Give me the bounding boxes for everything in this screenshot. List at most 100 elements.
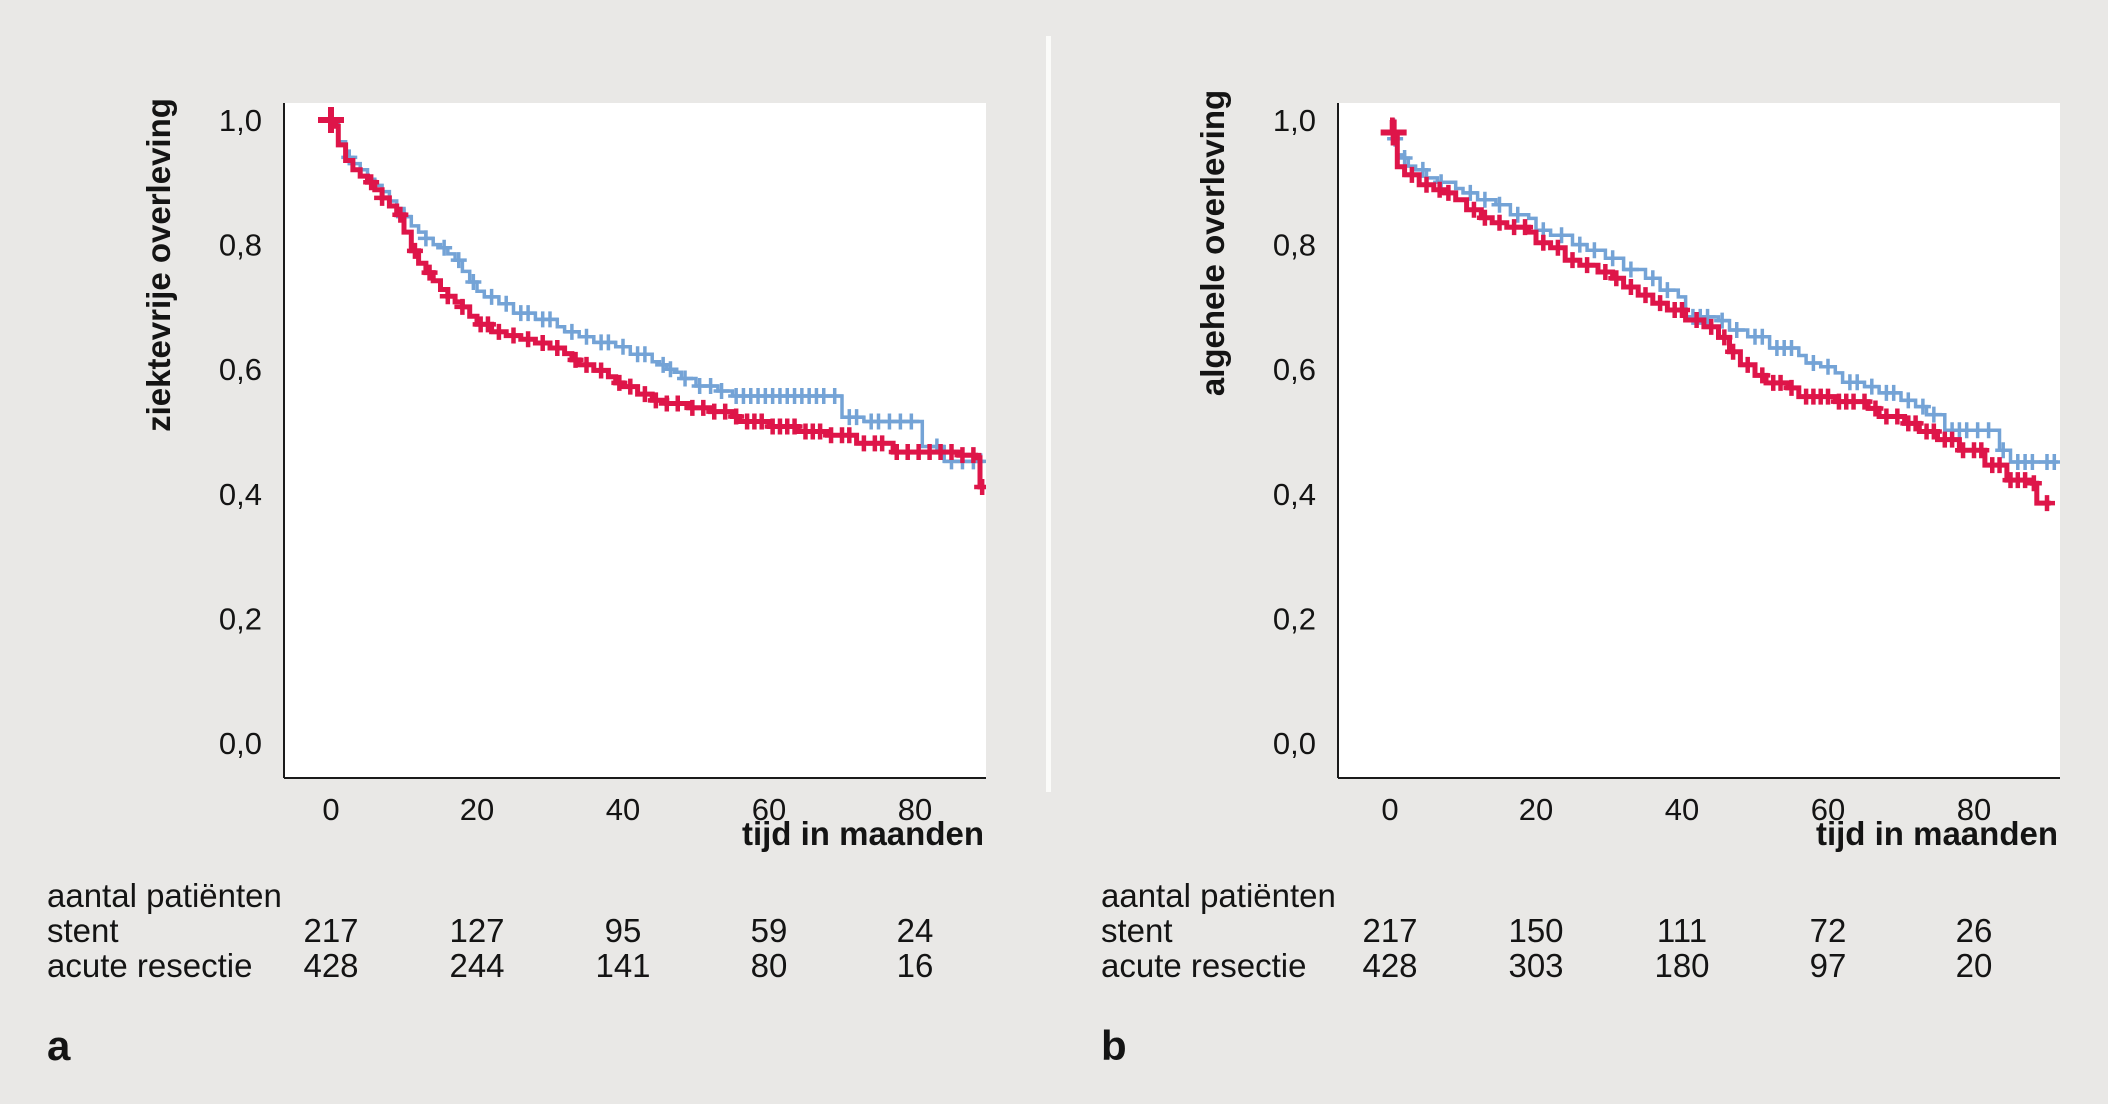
censor-mark <box>1889 408 1906 425</box>
series-label-stent: stent <box>1101 912 1173 949</box>
censor-mark <box>454 298 471 315</box>
at-risk-value: 217 <box>303 912 358 949</box>
censor-mark <box>1900 392 1917 409</box>
y-tick-label: 0,4 <box>219 477 262 512</box>
censor-mark <box>1465 201 1482 218</box>
y-tick-label: 0,8 <box>219 228 262 263</box>
censor-mark <box>1418 176 1435 193</box>
censor-mark <box>647 392 664 409</box>
km-panel-a: ziektevrije overleving tijd in maanden 0… <box>47 98 986 1069</box>
at-risk-value: 428 <box>303 947 358 984</box>
x-tick-label: 0 <box>322 792 339 827</box>
censor-mark <box>615 338 631 355</box>
censor-mark <box>542 311 558 328</box>
y-tick-label: 1,0 <box>219 103 262 138</box>
y-tick-label: 0,2 <box>219 601 262 636</box>
x-tick-label: 60 <box>1811 792 1845 827</box>
series-label-acute-resectie: acute resectie <box>1101 947 1306 984</box>
censor-mark <box>786 418 803 435</box>
censor-mark <box>483 288 500 305</box>
censor-mark <box>1991 457 2008 474</box>
censor-mark <box>1714 312 1731 329</box>
censor-mark <box>1699 308 1716 325</box>
at-risk-value: 180 <box>1654 947 1709 984</box>
y-axis-title: algehele overleving <box>1194 90 1231 396</box>
censor-mark <box>1856 393 1873 410</box>
censor-mark <box>567 351 584 368</box>
censor-mark <box>1783 340 1800 357</box>
censor-mark <box>593 362 610 379</box>
y-tick-label: 0,0 <box>1273 726 1316 761</box>
censor-mark <box>1637 287 1654 304</box>
at-risk-value: 20 <box>1956 947 1993 984</box>
censor-marks-acute-resectie <box>318 107 986 495</box>
y-tick-label: 0,2 <box>1273 601 1316 636</box>
censor-mark <box>406 242 423 259</box>
at-risk-value: 95 <box>605 912 642 949</box>
at-risk-value: 111 <box>1657 912 1707 949</box>
censor-mark <box>1914 398 1931 415</box>
censor-mark <box>505 327 522 344</box>
censor-mark <box>1925 406 1942 423</box>
censor-mark <box>1805 354 1822 371</box>
censor-mark <box>578 328 595 345</box>
censor-mark <box>1973 442 1990 459</box>
at-risk-value: 16 <box>897 947 934 984</box>
y-axis-title: ziektevrije overleving <box>140 98 177 432</box>
x-axis-title: tijd in maanden <box>1816 815 2058 852</box>
censor-mark <box>974 478 986 495</box>
censor-mark <box>636 346 653 363</box>
censor-mark <box>450 252 467 269</box>
axis-ticks: 0,0 0,2 0,4 0,6 0,8 1,0 0 20 40 60 80 <box>1273 103 1991 827</box>
censor-mark <box>2024 454 2041 471</box>
at-risk-value: 24 <box>897 912 934 949</box>
censor-mark <box>874 435 891 452</box>
censor-mark <box>1579 257 1596 274</box>
censor-mark <box>1491 196 1508 213</box>
censor-mark <box>1604 250 1621 267</box>
censor-mark <box>1622 261 1639 278</box>
censor-mark <box>1885 384 1902 401</box>
censor-mark <box>421 264 438 281</box>
km-panel-b: algehele overleving tijd in maanden 0,0 0… <box>1054 0 2108 1104</box>
censor-mark <box>1597 264 1614 281</box>
censor-mark <box>1725 343 1742 360</box>
censor-mark <box>812 423 829 440</box>
series-label-stent: stent <box>47 912 119 949</box>
censor-mark <box>520 331 537 348</box>
censor-mark <box>1586 242 1603 259</box>
censor-mark <box>363 174 380 191</box>
censor-mark <box>717 403 734 420</box>
censor-mark <box>1980 422 1997 439</box>
censor-mark <box>1622 278 1639 295</box>
censor-mark <box>1863 378 1880 395</box>
censor-marks-acute-resectie <box>1380 119 2055 512</box>
censor-mark <box>1564 252 1581 269</box>
censor-mark <box>1644 270 1661 287</box>
x-tick-label: 20 <box>1519 792 1553 827</box>
censor-mark <box>1772 374 1789 391</box>
x-tick-label: 80 <box>1957 792 1991 827</box>
at-risk-title: aantal patiënten <box>47 877 282 914</box>
censor-mark <box>622 378 639 395</box>
survival-plot-b: algehele overleving tijd in maanden 0,0 0… <box>1101 90 2060 1069</box>
y-tick-label: 0,0 <box>219 726 262 761</box>
censor-mark <box>695 399 712 416</box>
x-tick-label: 40 <box>606 792 640 827</box>
y-tick-label: 1,0 <box>1273 103 1316 138</box>
censor-mark <box>1867 400 1884 417</box>
censor-mark <box>2017 472 2034 489</box>
censor-mark <box>498 295 515 312</box>
at-risk-value: 80 <box>751 947 788 984</box>
censor-mark <box>848 409 865 426</box>
censor-mark <box>490 323 507 340</box>
series-label-acute-resectie: acute resectie <box>47 947 252 984</box>
censor-mark <box>1688 311 1705 328</box>
censor-mark <box>728 408 745 425</box>
censor-mark <box>753 413 770 430</box>
at-risk-row-acute-resectie: 428 244 141 80 16 <box>303 947 933 984</box>
censor-mark <box>534 335 551 352</box>
censor-mark <box>465 273 482 290</box>
censor-marks-stent <box>1387 130 2060 471</box>
x-tick-label: 60 <box>752 792 786 827</box>
